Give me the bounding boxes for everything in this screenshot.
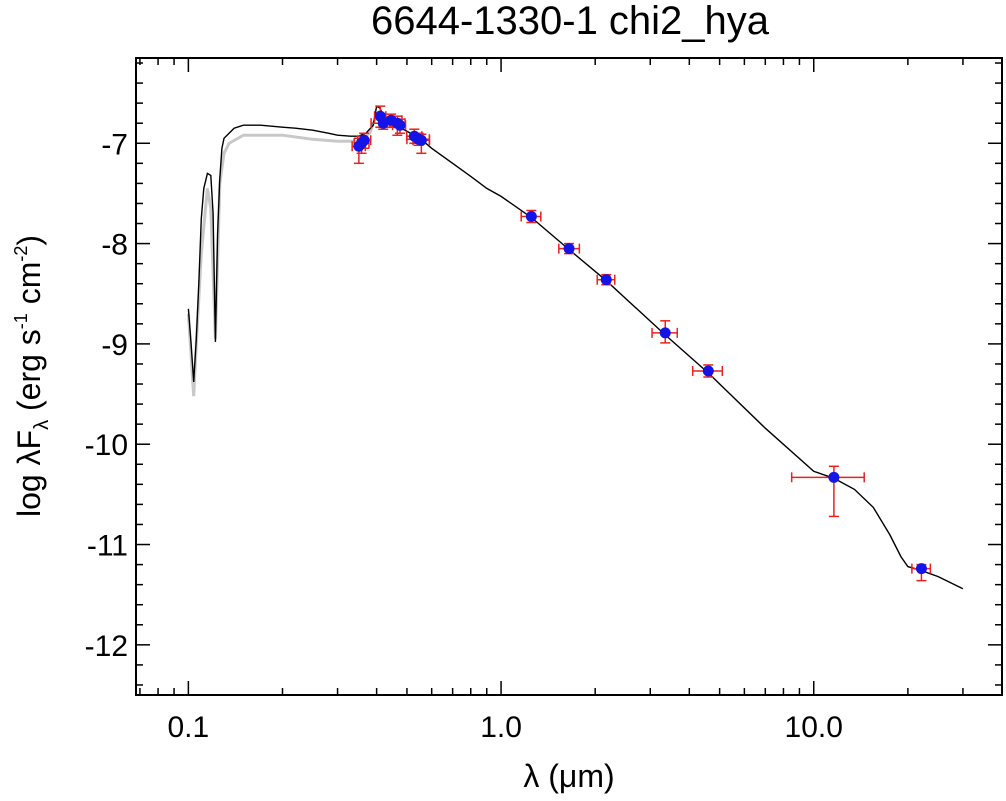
data-point xyxy=(525,210,537,222)
data-point xyxy=(563,243,575,255)
plot-area xyxy=(186,105,964,590)
y-tick-label: -8 xyxy=(101,229,128,262)
data-point xyxy=(702,365,714,377)
y-axis: -7 -8 -9 -10 -11 -12 xyxy=(85,62,1002,686)
y-tick-label: -10 xyxy=(85,429,128,462)
data-point xyxy=(828,471,840,483)
data-point xyxy=(415,134,427,146)
data-point xyxy=(358,134,370,146)
plot-frame xyxy=(135,57,1003,696)
model-sed-line xyxy=(187,105,964,590)
data-point xyxy=(915,563,927,575)
x-axis-label: λ (μm) xyxy=(523,758,614,794)
x-axis: 0.1 1.0 10.0 xyxy=(139,58,1003,744)
y-tick-label: -12 xyxy=(85,630,128,663)
x-tick-label: 10.0 xyxy=(785,711,843,744)
model-sed-gray-line xyxy=(186,114,379,397)
y-tick-label: -9 xyxy=(101,329,128,362)
x-tick-label: 1.0 xyxy=(480,711,522,744)
data-point xyxy=(600,274,612,286)
data-point xyxy=(394,119,406,131)
y-tick-label: -11 xyxy=(87,530,128,563)
data-point xyxy=(659,327,671,339)
y-tick-label: -7 xyxy=(101,128,128,161)
chart-title: 6644-1330-1 chi2_hya xyxy=(371,0,770,43)
x-tick-label: 0.1 xyxy=(168,711,210,744)
y-axis-label: log λFλ (erg s-1 cm-2) xyxy=(11,235,53,517)
